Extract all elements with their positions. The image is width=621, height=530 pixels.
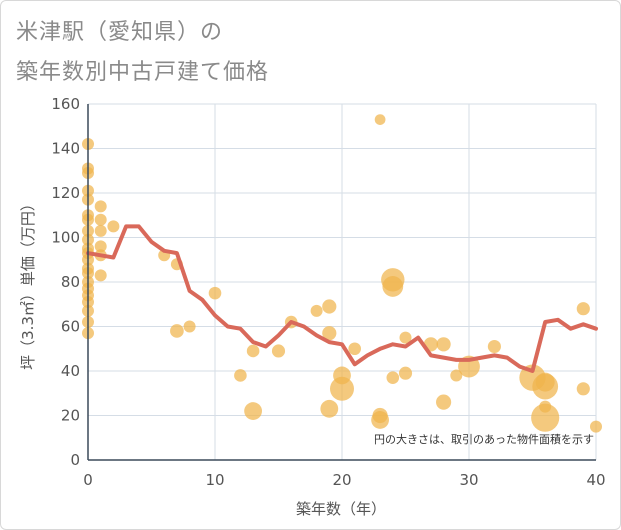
- bubble-point-43: [333, 366, 351, 385]
- bubble-point-35: [244, 402, 262, 420]
- bubble-point-62: [535, 372, 555, 392]
- bubble-size-note: 円の大きさは、取引のあった物件面積を示す: [374, 432, 594, 446]
- tick-labels: 0 20 40 60 80 100 120 140 160 0 10 20 30 40: [51, 95, 605, 489]
- bubble-point-55: [436, 394, 452, 410]
- bubble-point-39: [322, 299, 337, 314]
- bubble-point-36: [271, 344, 286, 358]
- x-tick-label-20: 20: [332, 471, 351, 489]
- bubble-point-50: [386, 371, 400, 384]
- bubble-point-42: [330, 376, 354, 401]
- y-tick-label-60: 60: [61, 318, 80, 336]
- bubble-point-44: [348, 342, 361, 356]
- y-tick-label-100: 100: [51, 229, 80, 247]
- bubble-point-63: [539, 400, 552, 413]
- bubble-point-23: [94, 224, 107, 237]
- y-tick-label-120: 120: [51, 184, 80, 202]
- chart-title-line-1: 米津駅（愛知県）の: [16, 20, 224, 45]
- bubble-point-40: [322, 326, 337, 341]
- bubble-point-33: [234, 369, 247, 382]
- bubble-point-56: [450, 369, 463, 382]
- y-tick-label-0: 0: [70, 451, 80, 469]
- bubble-point-21: [94, 200, 107, 213]
- bubble-point-52: [398, 366, 413, 380]
- bubble-point-65: [576, 382, 590, 396]
- y-tick-label-160: 160: [51, 95, 80, 113]
- y-tick-label-80: 80: [61, 273, 80, 291]
- bubble-point-32: [208, 286, 222, 300]
- axes: [87, 104, 596, 461]
- x-axis-label: 築年数（年）: [296, 500, 386, 518]
- x-tick-label-10: 10: [205, 471, 224, 489]
- bubble-point-24: [94, 240, 107, 253]
- y-tick-label-20: 20: [61, 407, 80, 425]
- bubble-point-45: [374, 114, 386, 125]
- bubble-point-61: [531, 403, 560, 432]
- average-price-line: [86, 224, 598, 373]
- bubble-point-41: [320, 399, 339, 418]
- bubble-point-26: [94, 269, 107, 282]
- average-line-series: [86, 224, 598, 373]
- bubble-point-54: [436, 337, 451, 352]
- x-tick-label-0: 0: [83, 471, 93, 489]
- x-tick-label-40: 40: [586, 471, 605, 489]
- bubble-point-31: [183, 320, 196, 333]
- y-tick-label-40: 40: [61, 362, 80, 380]
- bubble-point-38: [310, 304, 323, 317]
- x-tick-label-30: 30: [459, 471, 478, 489]
- bubble-point-47: [371, 411, 389, 429]
- bubble-point-66: [590, 420, 602, 433]
- y-axis-label: 坪（3.3㎡）単価（万円）: [19, 196, 37, 370]
- chart-title-line-2: 築年数別中古戸建て価格: [16, 60, 270, 85]
- bubble-point-49: [382, 276, 404, 297]
- grid-lines: [88, 103, 597, 460]
- bubble-point-64: [576, 302, 590, 316]
- bubble-point-27: [107, 220, 120, 233]
- bubble-point-22: [94, 213, 107, 226]
- bubble-point-30: [170, 324, 184, 338]
- bubble-point-51: [399, 331, 412, 344]
- y-tick-label-140: 140: [51, 140, 80, 158]
- bubble-point-34: [246, 344, 260, 358]
- bubble-point-58: [487, 339, 501, 354]
